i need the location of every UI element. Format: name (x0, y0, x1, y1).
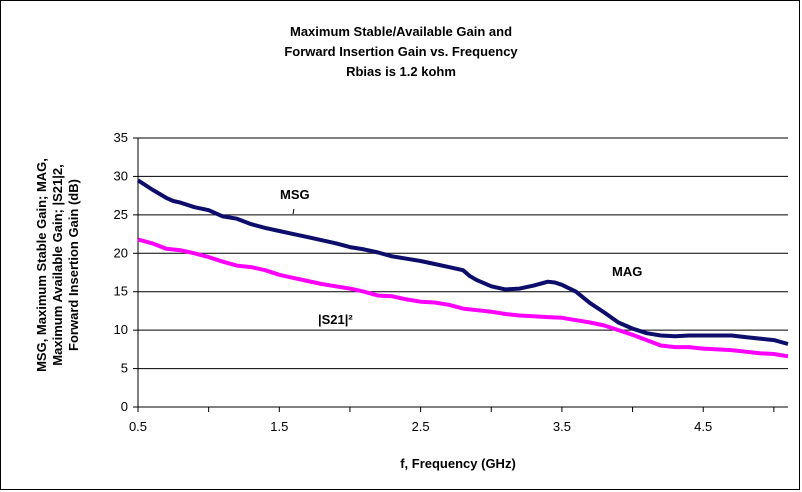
x-axis-label: f, Frequency (GHz) (400, 456, 516, 471)
y-tick-label: 0 (121, 399, 128, 414)
chart-title-line-3: Rbias is 1.2 kohm (346, 64, 456, 79)
y-tick-label: 15 (114, 284, 128, 299)
tick-labels: 0 5 10 15 20 25 30 35 0.5 1.5 2.5 3.5 4.5 (114, 130, 713, 434)
x-tick-label: 1.5 (270, 419, 288, 434)
annotation-msg: MSG (280, 187, 310, 202)
gridlines (138, 137, 788, 370)
y-axis-label: MSG, Maximum Stable Gain; MAG, Maximum A… (34, 158, 81, 372)
axes (133, 137, 788, 412)
y-axis-label-line-2: Maximum Available Gain; |S21|2, (50, 164, 65, 365)
annotation-msg-leader (292, 208, 295, 215)
s21-line (137, 237, 789, 359)
x-tick-label: 0.5 (129, 419, 147, 434)
annotation-s21: |S21|² (318, 312, 353, 327)
chart-title-line-2: Forward Insertion Gain vs. Frequency (284, 44, 518, 59)
x-tick-label: 3.5 (553, 419, 571, 434)
y-tick-label: 20 (114, 245, 128, 260)
y-tick-label: 25 (114, 207, 128, 222)
y-tick-label: 30 (114, 168, 128, 183)
y-tick-label: 10 (114, 322, 128, 337)
series (136, 178, 789, 359)
chart-title-line-1: Maximum Stable/Available Gain and (289, 24, 513, 39)
y-axis-label-line-3: Forward Insertion Gain (dB) (66, 179, 81, 351)
msg-mag-line (136, 178, 789, 346)
y-tick-label: 5 (121, 361, 128, 376)
x-tick-label: 2.5 (412, 419, 430, 434)
x-tick-label: 4.5 (694, 419, 712, 434)
y-tick-label: 35 (114, 130, 128, 145)
annotation-mag: MAG (612, 264, 642, 279)
y-axis-label-line-1: MSG, Maximum Stable Gain; MAG, (34, 158, 49, 372)
